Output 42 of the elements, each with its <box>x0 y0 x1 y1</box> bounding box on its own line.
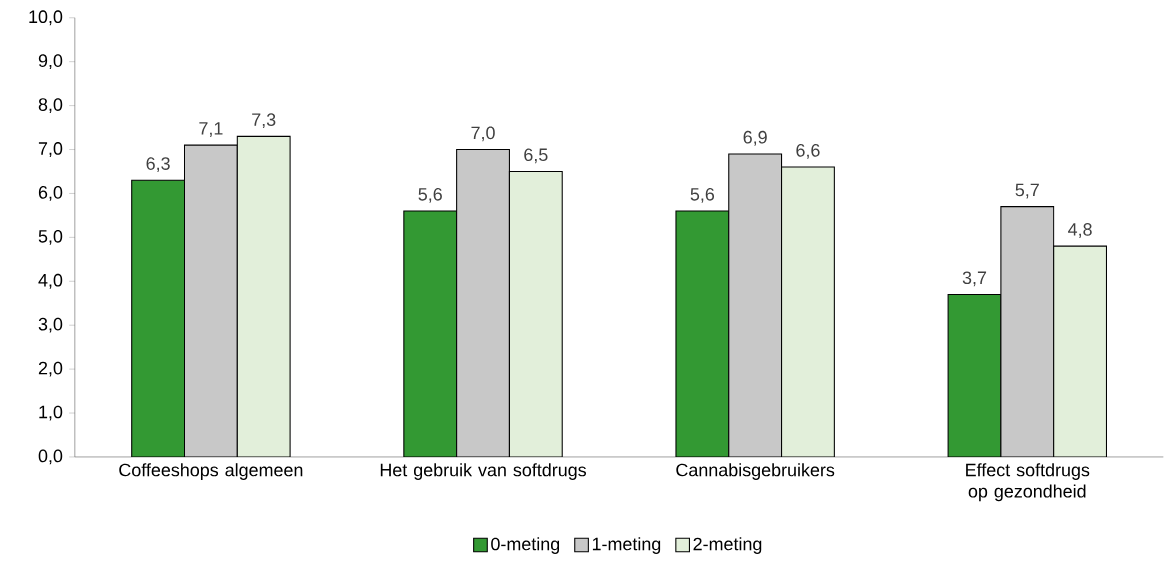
data-label: 5,6 <box>418 187 442 203</box>
bar <box>947 293 1002 457</box>
bar <box>728 153 783 457</box>
bar <box>131 179 186 457</box>
x-tick-label: Cannabisgebruikers <box>676 463 835 480</box>
bar <box>1053 245 1108 457</box>
y-tick-label: 6,0 <box>38 186 63 201</box>
y-tick-label: 10,0 <box>29 10 63 26</box>
bar <box>456 149 510 457</box>
x-tick-label: Het gebruik van softdrugs <box>380 463 586 480</box>
data-label: 5,7 <box>1015 183 1039 199</box>
data-label: 7,1 <box>199 122 223 137</box>
legend-label: 1-meting <box>592 537 661 554</box>
data-label: 7,3 <box>252 113 276 129</box>
bar <box>508 170 563 457</box>
legend-label: 2-meting <box>693 537 762 554</box>
data-label: 6,5 <box>524 148 548 164</box>
data-label: 3,7 <box>962 271 987 287</box>
bar <box>236 135 291 457</box>
data-label: 6,9 <box>743 130 767 146</box>
y-tick-label: 2,0 <box>38 361 63 377</box>
y-tick-label: 5,0 <box>38 229 63 245</box>
bar <box>675 210 730 457</box>
data-label: 7,0 <box>471 126 495 142</box>
bar <box>183 144 238 457</box>
y-tick-label: 7,0 <box>38 142 63 157</box>
x-tick-label: Coffeeshops algemeen <box>119 463 303 480</box>
data-label: 5,6 <box>690 187 715 203</box>
y-tick-label: 1,0 <box>39 405 63 421</box>
data-label: 6,3 <box>146 157 170 173</box>
bar <box>781 166 835 457</box>
y-tick-label: 8,0 <box>38 98 63 114</box>
legend-label: 0-meting <box>491 537 560 554</box>
y-tick-label: 3,0 <box>38 317 63 333</box>
data-label: 4,8 <box>1068 223 1092 238</box>
bar <box>403 210 458 457</box>
y-tick-label: 0,0 <box>38 449 63 465</box>
data-label: 6,6 <box>796 144 820 159</box>
y-tick-label: 4,0 <box>38 273 63 289</box>
bar <box>1000 206 1055 457</box>
x-tick-label: Effect softdrugs op gezondheid <box>966 463 1090 502</box>
y-tick-label: 9,0 <box>38 54 63 70</box>
